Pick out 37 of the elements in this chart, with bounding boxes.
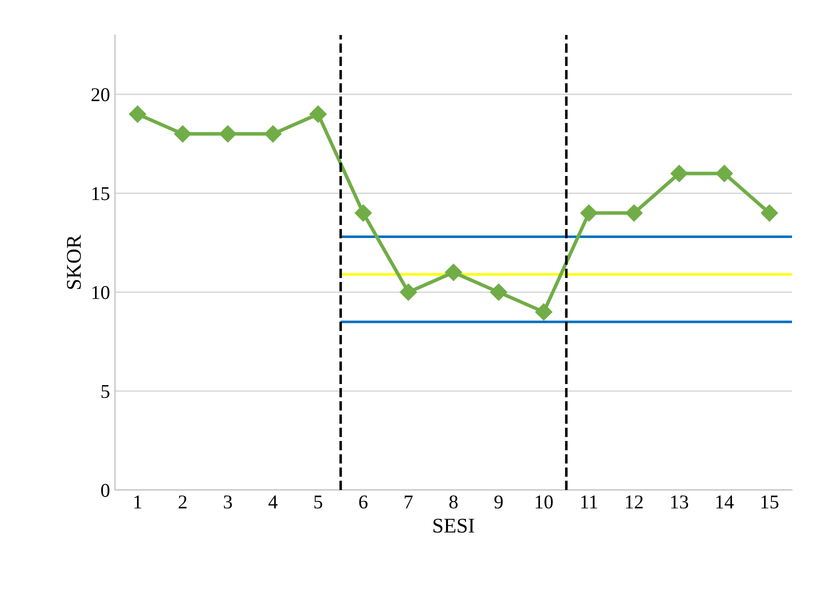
x-tick-label: 1 xyxy=(134,496,142,508)
x-tick-label: 12 xyxy=(626,495,643,508)
y-tick-label: 10 xyxy=(92,286,110,300)
point xyxy=(354,204,372,222)
x-tick-label: 4 xyxy=(268,496,278,508)
x-tick-label: 5 xyxy=(314,496,322,509)
y-tick-label: 20 xyxy=(92,88,110,102)
x-tick-label: 13 xyxy=(671,495,688,509)
x-tick-label: 8 xyxy=(449,495,458,509)
point xyxy=(490,284,508,301)
x-tick-label: 14 xyxy=(716,496,734,508)
point xyxy=(174,125,192,142)
x-tick-label: 2 xyxy=(178,495,186,508)
point xyxy=(400,284,417,301)
y-tick-label: 0 xyxy=(101,484,110,497)
x-tick-label: 10 xyxy=(536,495,553,509)
point xyxy=(760,204,778,222)
point xyxy=(625,204,643,222)
x-axis-title: SESI xyxy=(433,518,474,533)
point xyxy=(670,164,688,182)
y-axis-title: SKOR xyxy=(66,234,81,289)
y-tick-label: 15 xyxy=(92,187,110,200)
point xyxy=(129,106,146,123)
point xyxy=(716,164,733,182)
point xyxy=(264,125,282,142)
x-tick-label: 3 xyxy=(224,495,232,509)
y-tick-label: 5 xyxy=(102,385,110,398)
x-tick-label: 15 xyxy=(761,496,778,509)
x-tick-label: 9 xyxy=(494,495,503,509)
point xyxy=(535,303,552,321)
point xyxy=(444,264,462,281)
point xyxy=(219,125,236,142)
point xyxy=(580,204,598,222)
point xyxy=(310,106,327,123)
x-tick-label: 11 xyxy=(581,496,598,508)
x-tick-label: 6 xyxy=(359,495,368,509)
x-tick-label: 7 xyxy=(404,496,413,508)
